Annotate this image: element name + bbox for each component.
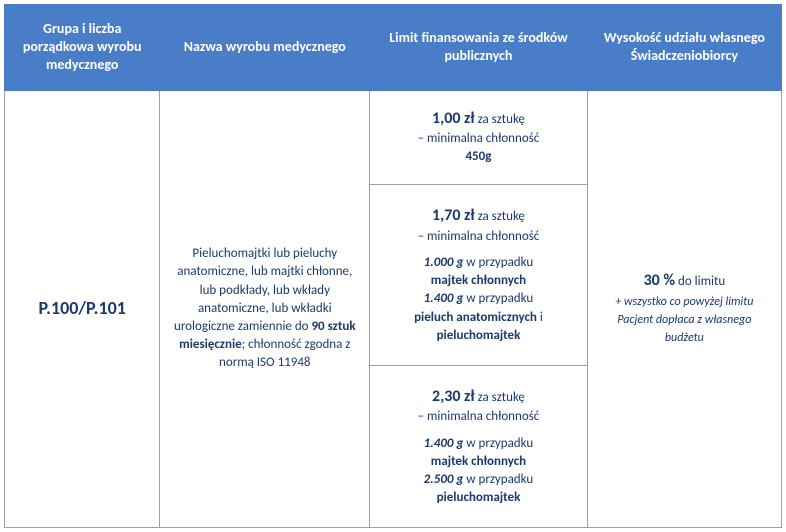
tier3-price: 2,30 zł [432, 387, 475, 406]
cell-product: Pieluchomajtki lub pieluchy anatomiczne,… [160, 90, 370, 527]
tier3-row: 2,30 zł za sztukę – minimalna chłonność … [370, 366, 587, 527]
tier2-t2a: w przypadku [463, 291, 533, 306]
tier1-weight: 450g [465, 149, 491, 164]
tier2-p3: pieluchomajtek [437, 328, 521, 343]
tier1-unit: za sztukę [475, 112, 525, 127]
tier2-w2: 1.400 g [424, 291, 464, 306]
header-product: Nazwa wyrobu medycznego [160, 5, 370, 91]
share-to-limit: do limitu [675, 274, 725, 289]
pricing-table: Grupa i liczba porządkowa wyrobu medyczn… [4, 4, 782, 528]
tier3-unit: za sztukę [475, 390, 525, 405]
tier1-cell: 1,00 zł za sztukę – minimalna chłonność … [370, 91, 587, 185]
limits-inner-table: 1,00 zł za sztukę – minimalna chłonność … [370, 91, 587, 527]
tier1-row: 1,00 zł za sztukę – minimalna chłonność … [370, 91, 587, 185]
table-body-row: P.100/P.101 Pieluchomajtki lub pieluchy … [5, 90, 782, 527]
header-group: Grupa i liczba porządkowa wyrobu medyczn… [5, 5, 160, 91]
tier1-line2: – minimalna chłonność [418, 131, 540, 146]
tier3-t1a: w przypadku [463, 436, 533, 451]
tier3-p1: majtek chłonnych [431, 454, 526, 469]
tier3-w1: 1.400 g [424, 436, 464, 451]
tier2-and: i [537, 310, 543, 325]
cell-code: P.100/P.101 [5, 90, 160, 527]
tier1-price: 1,00 zł [432, 109, 475, 128]
tier2-p1: majtek chłonnych [431, 273, 526, 288]
tier2-line2: – minimalna chłonność [418, 229, 540, 244]
tier2-cell: 1,70 zł za sztukę – minimalna chłonność … [370, 184, 587, 365]
header-limit: Limit finansowania ze środków publicznyc… [370, 5, 588, 91]
share-note: + wszystko co powyżej limitu Pacjent dop… [615, 295, 753, 345]
tier3-t2a: w przypadku [463, 472, 533, 487]
tier2-t1a: w przypadku [463, 255, 533, 270]
product-code: P.100/P.101 [39, 297, 126, 319]
tier2-price: 1,70 zł [432, 206, 475, 225]
tier3-cell: 2,30 zł za sztukę – minimalna chłonność … [370, 366, 587, 527]
cell-share: 30 % do limitu + wszystko co powyżej lim… [587, 90, 781, 527]
tier3-w2: 2.500 g [424, 472, 464, 487]
tier2-unit: za sztukę [475, 209, 525, 224]
table-header-row: Grupa i liczba porządkowa wyrobu medyczn… [5, 5, 782, 91]
tier3-p2: pieluchomajtek [437, 490, 521, 505]
tier3-line2: – minimalna chłonność [418, 409, 540, 424]
header-share: Wysokość udziału własnego Świadczeniobio… [587, 5, 781, 91]
tier2-w1: 1.000 g [424, 255, 464, 270]
cell-limits: 1,00 zł za sztukę – minimalna chłonność … [370, 90, 588, 527]
tier2-p2: pieluch anatomicznych [414, 310, 537, 325]
share-percent: 30 % [644, 271, 676, 290]
tier2-row: 1,70 zł za sztukę – minimalna chłonność … [370, 184, 587, 365]
